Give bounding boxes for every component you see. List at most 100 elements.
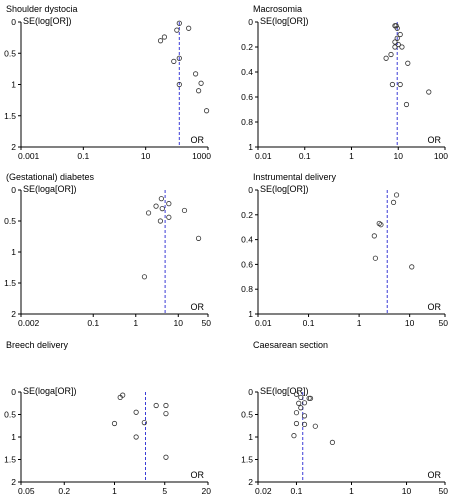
x-tick-label: 0.05 <box>18 486 35 496</box>
x-tick-label: 0.2 <box>58 486 70 496</box>
study-point <box>393 23 399 29</box>
x-tick-label: 10 <box>394 151 404 161</box>
study-point <box>195 235 202 241</box>
study-point <box>157 218 164 224</box>
x-axis-label: OR <box>428 135 442 145</box>
y-tick-label: 1 <box>11 247 16 257</box>
study-point <box>390 199 397 205</box>
y-tick-label: 0 <box>11 185 16 195</box>
study-point <box>153 402 159 409</box>
study-point <box>153 203 159 209</box>
study-point <box>145 210 152 216</box>
y-axis-label: SE(log[OR]) <box>23 16 72 26</box>
study-point <box>399 44 405 50</box>
y-tick-label: 0 <box>11 17 16 27</box>
x-tick-label: 0.02 <box>255 486 272 496</box>
x-tick-label: 0.001 <box>18 151 40 161</box>
y-tick-label: 0.5 <box>4 410 16 420</box>
y-tick-label: 0.8 <box>241 117 253 127</box>
y-tick-label: 0 <box>11 387 16 397</box>
x-tick-label: 1 <box>349 486 354 496</box>
study-point <box>192 71 199 77</box>
y-tick-label: 0.5 <box>4 48 16 58</box>
funnel-plot-panel: Breech delivery SE(loga[OR]) 0 0.5 1 1.5 20.05… <box>4 340 211 496</box>
study-point <box>312 423 318 429</box>
x-tick-label: 50 <box>439 486 449 496</box>
x-tick-label: 1 <box>133 318 138 328</box>
x-tick-label: 0.1 <box>87 318 99 328</box>
study-point <box>171 58 177 64</box>
study-point <box>141 419 147 426</box>
study-point <box>196 88 202 94</box>
study-point <box>293 410 300 416</box>
x-tick-label: 0.1 <box>299 151 311 161</box>
study-point <box>176 20 182 26</box>
y-tick-label: 0.4 <box>241 235 253 245</box>
study-point <box>372 255 378 261</box>
study-point <box>371 233 377 239</box>
study-point <box>378 222 384 228</box>
study-point <box>203 108 210 114</box>
x-tick-label: 0.1 <box>291 486 303 496</box>
study-point <box>298 405 304 411</box>
study-point <box>163 454 169 460</box>
study-point <box>403 101 410 108</box>
study-point <box>393 192 400 198</box>
study-point <box>161 34 168 40</box>
study-point <box>394 25 400 31</box>
study-point <box>163 410 169 417</box>
study-point <box>383 55 389 61</box>
study-point <box>117 394 123 400</box>
x-tick-label: 10 <box>402 486 412 496</box>
y-tick-label: 0.5 <box>4 216 16 226</box>
y-tick-label: 2 <box>248 477 253 487</box>
y-tick-label: 0.6 <box>241 92 253 102</box>
study-point <box>394 35 400 41</box>
panel-title: Instrumental delivery <box>253 172 337 182</box>
x-tick-label: 0.01 <box>255 151 272 161</box>
study-point <box>409 264 415 270</box>
y-tick-label: 0.2 <box>241 42 253 52</box>
study-point <box>395 41 401 48</box>
study-point <box>296 400 302 406</box>
x-tick-label: 10 <box>141 151 151 161</box>
panel-title: Shoulder dystocia <box>6 4 78 14</box>
x-axis-label: OR <box>191 135 205 145</box>
study-point <box>133 409 139 415</box>
study-point <box>426 89 432 95</box>
y-axis-label: SE(log[OR]) <box>260 16 309 26</box>
study-point <box>166 201 172 207</box>
x-tick-label: 50 <box>202 318 212 328</box>
study-point <box>133 434 139 440</box>
y-tick-label: 0 <box>248 17 253 27</box>
study-point <box>166 214 172 220</box>
y-tick-label: 1.5 <box>4 455 16 465</box>
panel-title: Breech delivery <box>6 340 69 350</box>
study-point <box>159 206 165 212</box>
study-point <box>291 433 297 439</box>
y-tick-label: 0.6 <box>241 259 253 269</box>
study-point <box>301 413 308 419</box>
x-tick-label: 50 <box>439 318 449 328</box>
study-point <box>388 51 394 58</box>
x-axis-label: OR <box>428 470 442 480</box>
y-tick-label: 2 <box>11 309 16 319</box>
x-axis-label: OR <box>191 470 205 480</box>
study-point <box>176 81 182 88</box>
study-point <box>158 196 164 202</box>
study-point <box>141 274 148 280</box>
x-tick-label: 10 <box>405 318 415 328</box>
study-point <box>186 25 192 31</box>
x-tick-label: 1 <box>112 486 117 496</box>
x-tick-label: 1 <box>357 318 362 328</box>
study-point <box>293 420 300 427</box>
y-tick-label: 1 <box>248 142 253 152</box>
y-tick-label: 0.2 <box>241 210 253 220</box>
x-axis-label: OR <box>428 302 442 312</box>
x-tick-label: 0.01 <box>255 318 272 328</box>
funnel-plot-panel: (Gestational) diabetes SE(loga[OR]) 0 0.5 1 1… <box>4 172 211 328</box>
y-tick-label: 1 <box>248 309 253 319</box>
y-tick-label: 1.5 <box>4 278 16 288</box>
